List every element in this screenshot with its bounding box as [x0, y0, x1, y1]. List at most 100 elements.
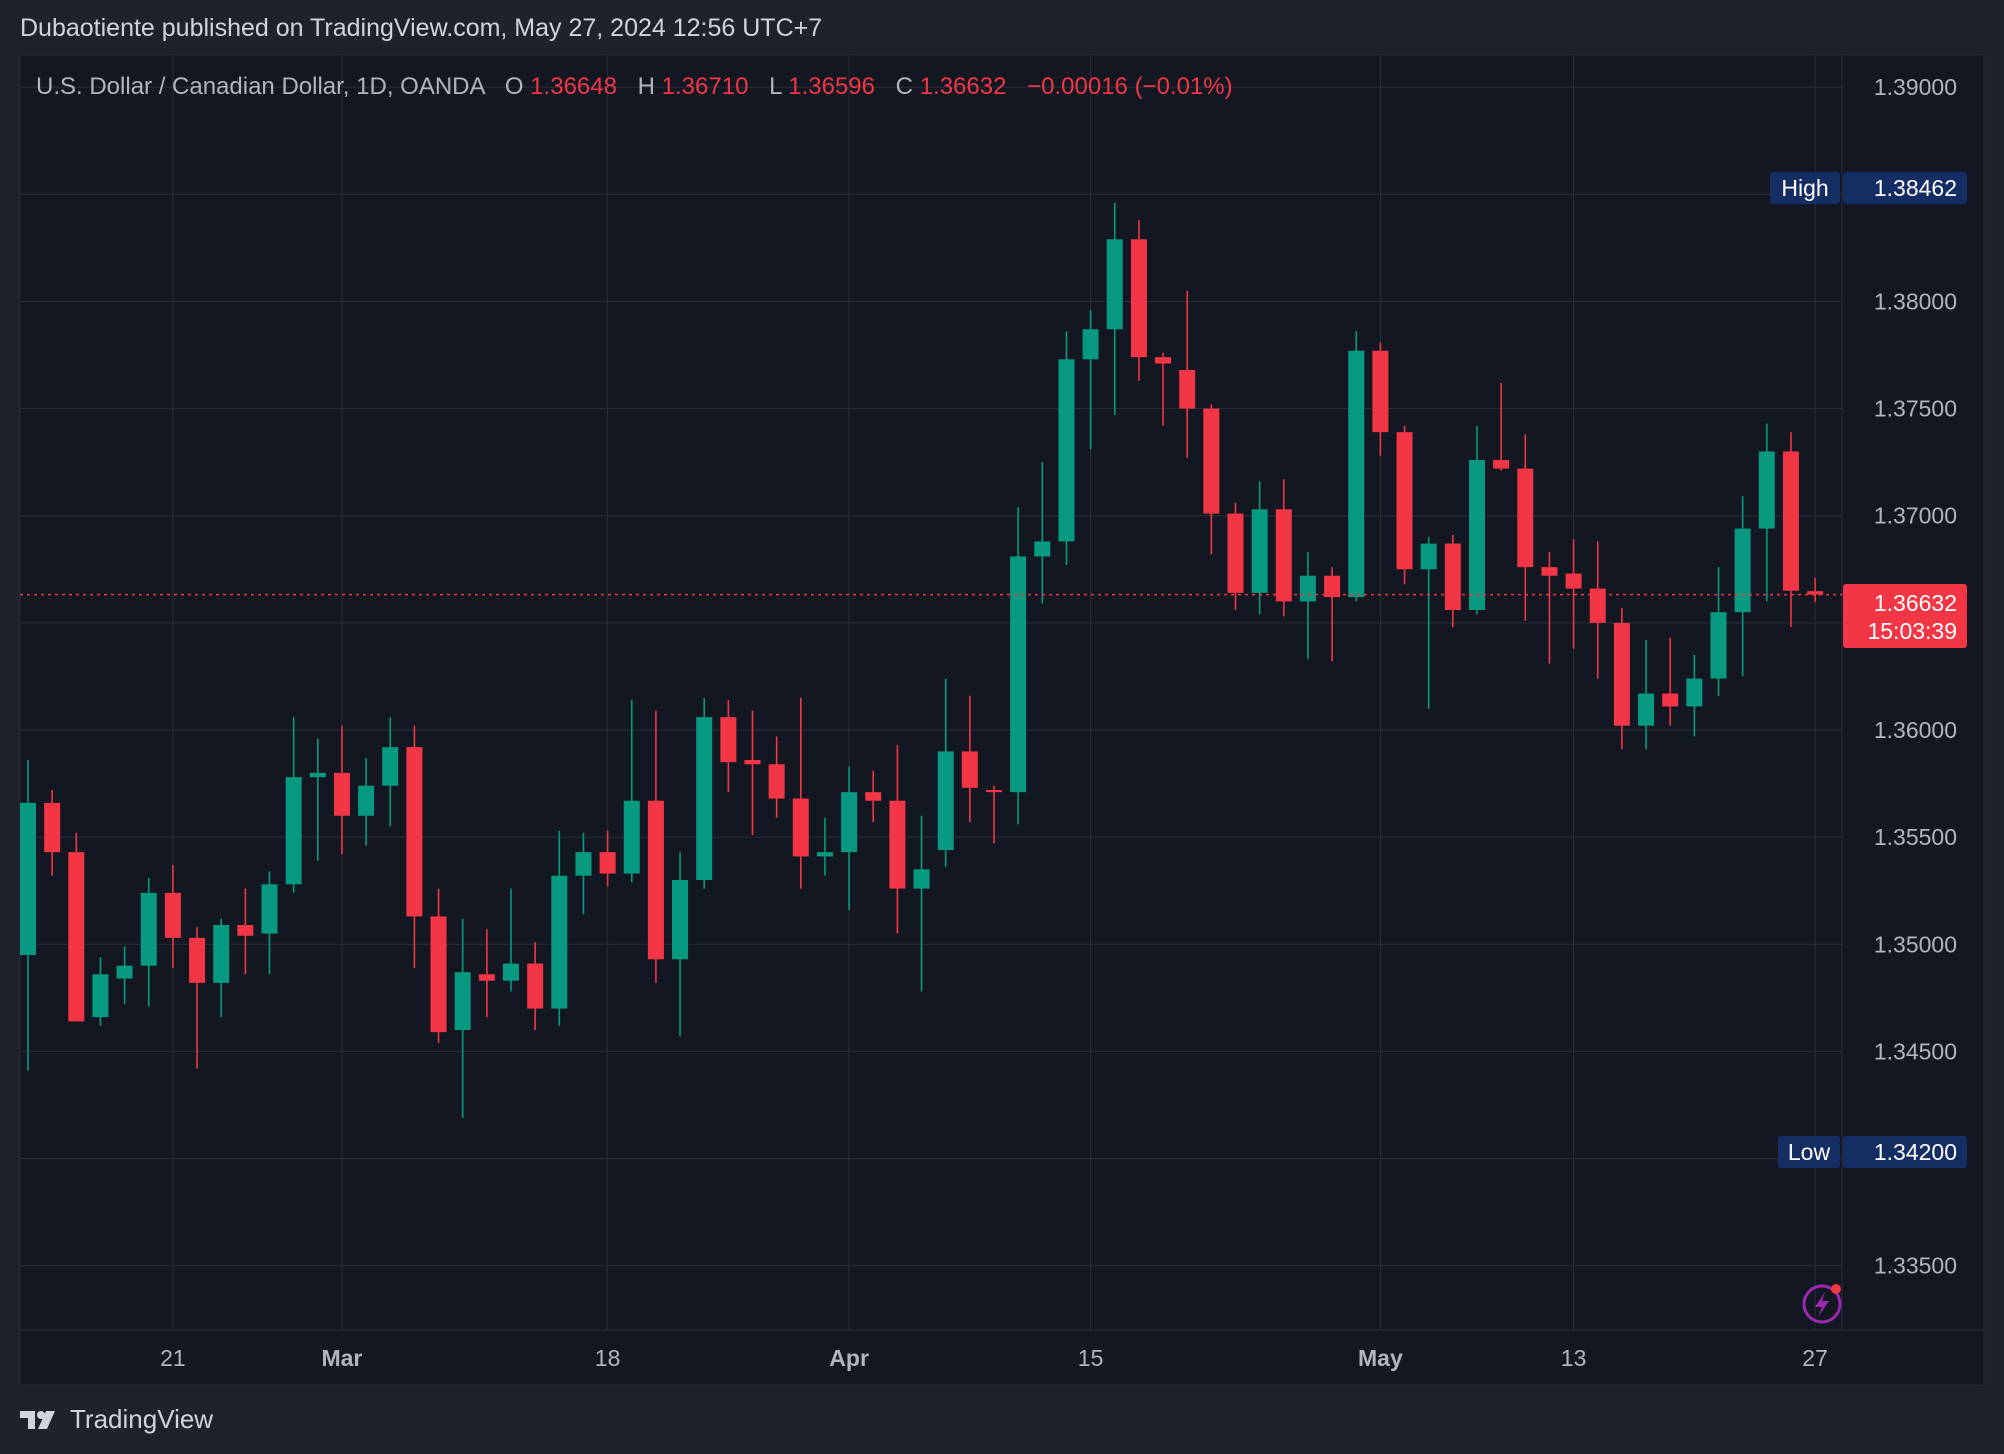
candle-body	[430, 916, 447, 1033]
high-marker-value: 1.38462	[1874, 175, 1957, 201]
candle	[623, 700, 640, 883]
candle-body	[1155, 357, 1172, 364]
candle	[358, 757, 375, 846]
low-marker-value: 1.34200	[1874, 1139, 1957, 1165]
y-tick-label: 1.36000	[1874, 717, 1957, 743]
candle-body	[358, 785, 375, 816]
candle	[1348, 331, 1365, 602]
candle	[1758, 423, 1775, 602]
candle-body	[575, 852, 592, 876]
low-marker-label-bg	[1778, 1136, 1840, 1168]
candles-layer	[20, 202, 1824, 1118]
candle-body	[1541, 567, 1558, 576]
candle-body	[1299, 575, 1316, 602]
legend-low-label: L	[769, 73, 782, 100]
low-marker-value-bg	[1843, 1136, 1967, 1168]
candle-body	[1130, 239, 1147, 358]
last-price-value: 1.36632	[1874, 590, 1957, 616]
legend-close-label: C	[896, 73, 913, 100]
candle-body	[285, 777, 302, 885]
time-axis[interactable]: 21 Mar 18 Apr 15 May 13 27	[160, 1345, 1828, 1371]
legend-high: 1.36710	[662, 73, 749, 100]
candle-body	[20, 802, 36, 955]
candle	[430, 888, 447, 1043]
candle-body	[454, 972, 471, 1030]
candle	[1469, 425, 1485, 615]
candle-body	[1227, 513, 1244, 593]
candle	[1179, 290, 1196, 458]
candle-body	[865, 792, 882, 801]
candle-body	[1058, 359, 1075, 542]
candle	[20, 760, 36, 1071]
candle-body	[1034, 541, 1051, 557]
candle-body	[696, 717, 713, 880]
candle	[551, 830, 568, 1026]
candle-body	[937, 751, 954, 850]
candle	[1227, 502, 1244, 610]
candle-body	[1010, 556, 1027, 793]
candle	[1541, 552, 1558, 664]
candle-body	[68, 852, 85, 1022]
candle-body	[889, 800, 906, 889]
candle	[1275, 479, 1292, 617]
y-tick-label: 1.35500	[1874, 824, 1957, 850]
candle	[164, 865, 181, 968]
candle	[1155, 352, 1172, 426]
legend-open: 1.36648	[530, 73, 617, 100]
candle-body	[1807, 591, 1824, 595]
candle	[406, 725, 423, 968]
candle	[237, 888, 254, 975]
candle	[1444, 535, 1461, 628]
candle	[213, 918, 230, 1018]
candle-body	[116, 965, 133, 979]
candle	[503, 888, 519, 992]
candle-body	[1372, 350, 1389, 433]
candle-body	[1348, 350, 1365, 598]
brand-name: TradingView	[70, 1404, 214, 1434]
candle	[986, 785, 1002, 844]
candle-body	[1469, 460, 1485, 610]
candle	[68, 832, 85, 1022]
legend-high-label: H	[638, 73, 655, 100]
candle-body	[213, 925, 230, 983]
candle	[140, 877, 157, 1007]
lightning-alert-icon[interactable]	[1802, 1284, 1842, 1324]
candle-body	[1565, 573, 1582, 589]
y-tick-label: 1.34500	[1874, 1038, 1957, 1064]
candle	[1203, 404, 1220, 555]
y-tick-label: 1.38000	[1874, 288, 1957, 314]
x-tick-label: 27	[1802, 1345, 1828, 1371]
candle-body	[309, 772, 326, 778]
candle	[285, 717, 302, 893]
candle	[1517, 434, 1534, 621]
bar-countdown: 15:03:39	[1867, 618, 1957, 644]
candle-body	[382, 747, 399, 786]
candle-body	[1420, 543, 1437, 570]
high-marker-label: High	[1781, 175, 1828, 201]
candle-body	[333, 772, 350, 816]
candle-body	[527, 963, 544, 1009]
candle	[478, 929, 495, 1018]
candle	[937, 678, 954, 868]
candle	[1662, 637, 1679, 726]
candle	[92, 957, 109, 1026]
x-tick-label: Apr	[829, 1345, 869, 1371]
legend-change: −0.00016 (−0.01%)	[1027, 73, 1233, 100]
candle	[189, 927, 206, 1069]
candle-body	[1734, 528, 1751, 613]
legend-low: 1.36596	[788, 73, 875, 100]
candle	[961, 695, 978, 823]
chart-pane	[19, 54, 1985, 1386]
candle	[1638, 640, 1655, 750]
candle	[1034, 462, 1051, 604]
candle	[1251, 481, 1268, 615]
candle-body	[1106, 239, 1123, 330]
low-marker: Low 1.34200	[1778, 1136, 1967, 1168]
footer-brand[interactable]: TradingView	[20, 1404, 213, 1435]
candle	[672, 852, 689, 1037]
y-tick-label: 1.35000	[1874, 931, 1957, 957]
candle	[816, 817, 833, 876]
candle-body	[1275, 509, 1292, 602]
candle-body	[1710, 612, 1727, 679]
